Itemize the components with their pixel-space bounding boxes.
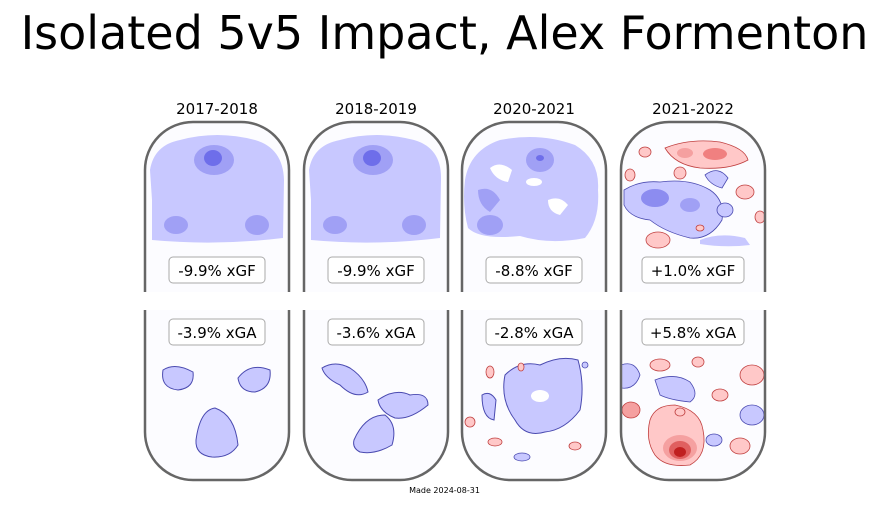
defense-heat-blob: [162, 366, 194, 391]
panel-2021-2022: 2021-2022: [616, 100, 770, 482]
footer-note: Made 2024-08-31: [409, 486, 480, 495]
xga-label: -2.8% xGA: [494, 324, 574, 342]
season-label: 2020-2021: [493, 100, 575, 118]
xgf-label: +1.0% xGF: [651, 262, 736, 280]
offense-heat-blob: [150, 135, 284, 243]
season-label: 2018-2019: [335, 100, 417, 118]
offense-heat-core: [641, 189, 669, 207]
defense-heat-blob: [321, 363, 369, 396]
panel-2018-2019: 2018-2019 -9.9% xGF -3.6% xGA: [299, 100, 453, 482]
xgf-label: -8.8% xGF: [495, 262, 572, 280]
xga-label: -3.6% xGA: [336, 324, 416, 342]
panel-2017-2018: 2017-2018 -9.9% xGF -3.9% xGA: [140, 100, 294, 482]
offense-heat-blob: [464, 136, 599, 242]
panel-2020-2021: 2020-2021 -8.8% xGF -2.8% xGA: [457, 100, 611, 482]
xgf-label: -9.9% xGF: [337, 262, 414, 280]
season-label: 2017-2018: [176, 100, 258, 118]
offense-heat-blob: [309, 135, 442, 243]
chart-title: Isolated 5v5 Impact, Alex Formenton: [20, 6, 869, 60]
season-label: 2021-2022: [652, 100, 734, 118]
xgf-label: -9.9% xGF: [178, 262, 255, 280]
xga-label: -3.9% xGA: [177, 324, 257, 342]
xga-label: +5.8% xGA: [650, 324, 737, 342]
